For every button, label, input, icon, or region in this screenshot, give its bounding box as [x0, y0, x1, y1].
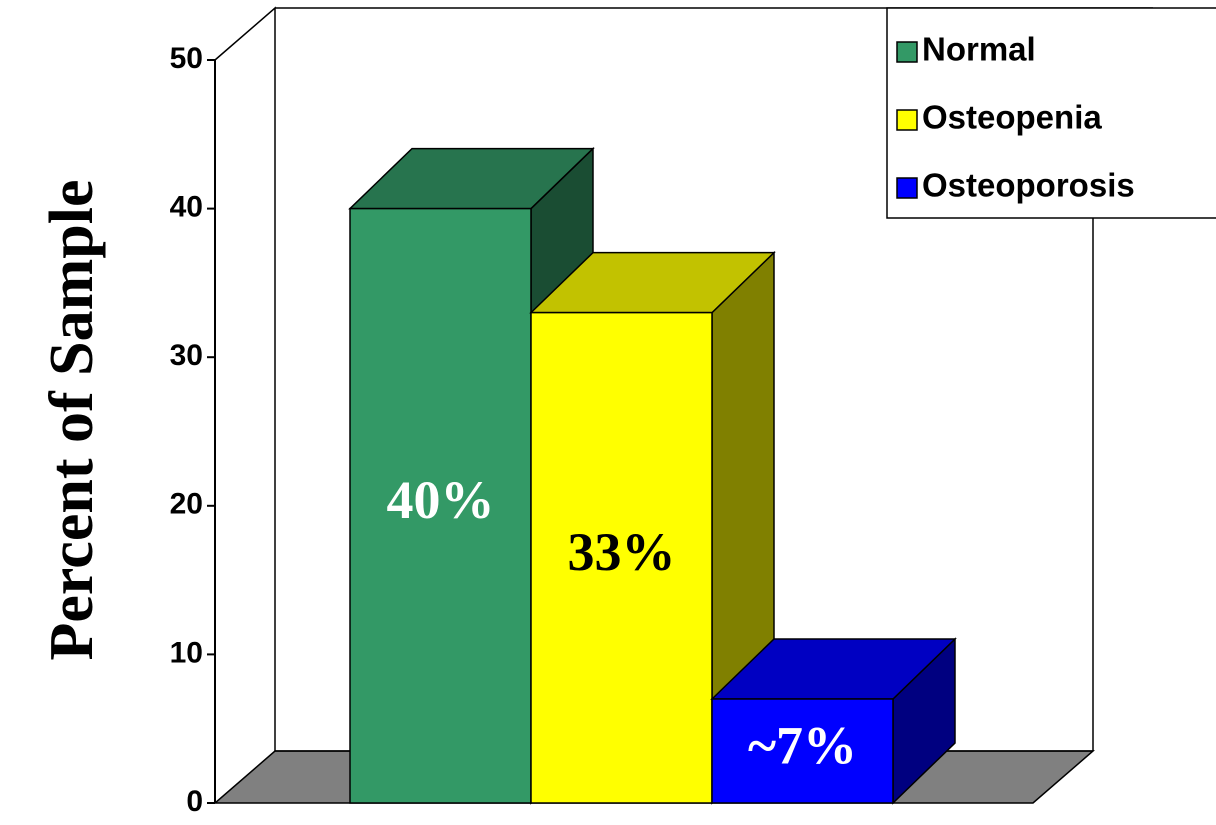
y-tick-label: 0 [186, 785, 203, 818]
y-tick-label: 20 [170, 488, 203, 521]
y-tick-label: 50 [170, 42, 203, 75]
bar [530, 311, 713, 804]
y-tick-label: 10 [170, 636, 203, 669]
axis-title: Percent of Sample [38, 180, 106, 661]
legend-swatch [896, 41, 918, 63]
legend-label: Osteopenia [922, 99, 1102, 136]
legend-swatch [896, 109, 918, 131]
legend-box [886, 7, 1216, 219]
data-label: 33% [568, 522, 676, 582]
bar [349, 207, 532, 804]
y-tick-label: 30 [170, 339, 203, 372]
legend-swatch [896, 177, 918, 199]
y-tick-label: 40 [170, 191, 203, 224]
legend-label: Osteoporosis [922, 167, 1135, 204]
bar [711, 698, 894, 804]
legend-label: Normal [922, 31, 1036, 68]
data-label: ~7% [748, 715, 857, 775]
data-label: 40% [387, 470, 495, 530]
